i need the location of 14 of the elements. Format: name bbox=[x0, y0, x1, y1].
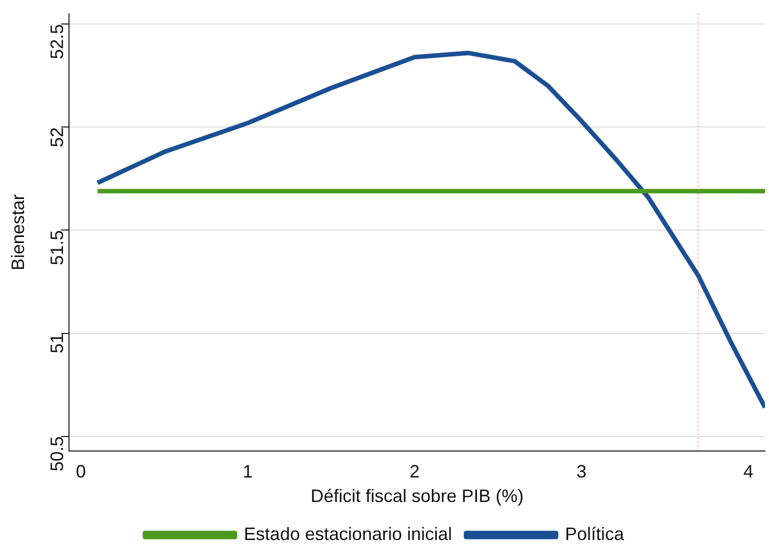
y-tick-label: 52.5 bbox=[47, 24, 68, 60]
legend-label: Estado estacionario inicial bbox=[244, 524, 452, 544]
x-tick-label: 2 bbox=[410, 462, 420, 482]
x-tick-label: 1 bbox=[242, 462, 253, 482]
y-tick-label: 51 bbox=[47, 333, 68, 354]
x-tick-label: 4 bbox=[743, 462, 754, 482]
x-tick-label: 0 bbox=[76, 462, 86, 482]
y-tick-label: 51.5 bbox=[47, 230, 68, 266]
y-tick-label: 50.5 bbox=[47, 436, 68, 472]
legend-label: Política bbox=[565, 524, 626, 544]
y-axis-title: Bienestar bbox=[8, 194, 28, 270]
y-tick-label: 52 bbox=[47, 127, 68, 148]
x-tick-label: 3 bbox=[576, 462, 586, 482]
x-axis-title: Déficit fiscal sobre PIB (%) bbox=[310, 486, 524, 506]
